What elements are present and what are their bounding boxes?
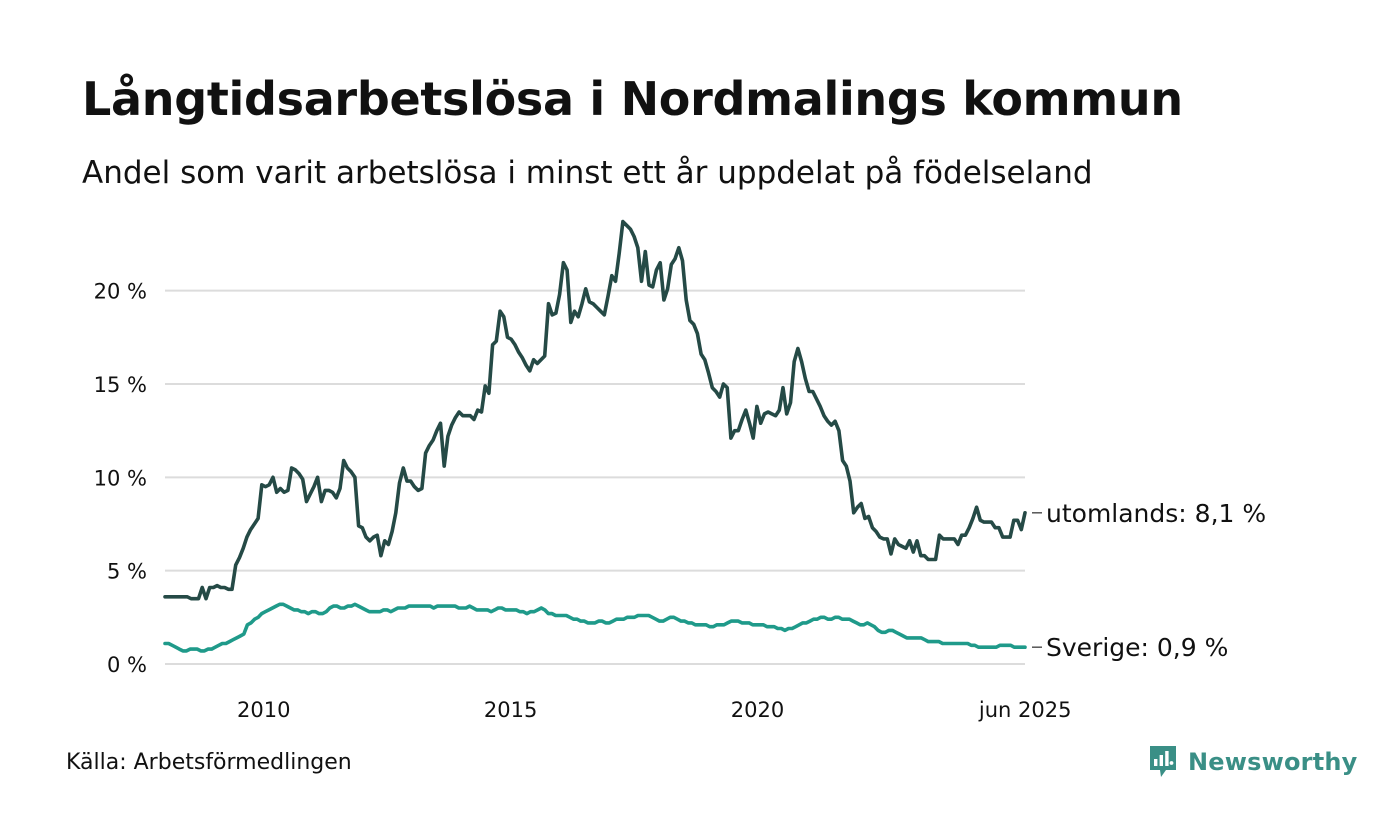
series-end-label: utomlands: 8,1 % [1046,499,1266,528]
series-end-label: Sverige: 0,9 % [1046,633,1228,662]
x-tick-label: jun 2025 [978,698,1072,722]
chart-subtitle: Andel som varit arbetslösa i minst ett å… [82,155,1093,191]
y-tick-label: 20 % [94,280,147,304]
source-note: Källa: Arbetsförmedlingen [66,750,352,775]
series-line-1 [163,602,1027,653]
chart-title: Långtidsarbetslösa i Nordmalings kommun [82,72,1183,126]
y-axis-labels: 0 % 5 % 10 % 15 % 20 % [94,280,147,677]
series-end-labels: utomlands: 8,1 % Sverige: 0,9 % [1032,499,1266,662]
x-tick-label: 2020 [731,698,784,722]
y-tick-label: 0 % [107,653,147,677]
x-tick-label: 2015 [484,698,537,722]
x-axis-labels: 2010 2015 2020 jun 2025 [237,698,1071,722]
brand-name: Newsworthy [1188,748,1358,776]
y-tick-label: 10 % [94,466,147,490]
y-tick-label: 5 % [107,560,147,584]
brand-logo: Newsworthy [1148,744,1358,780]
x-tick-label: 2010 [237,698,290,722]
newsworthy-logo-icon [1150,746,1176,777]
gridlines [165,289,1025,665]
y-tick-label: 15 % [94,373,147,397]
series-lines [163,219,1027,653]
series-line-0 [163,219,1027,601]
